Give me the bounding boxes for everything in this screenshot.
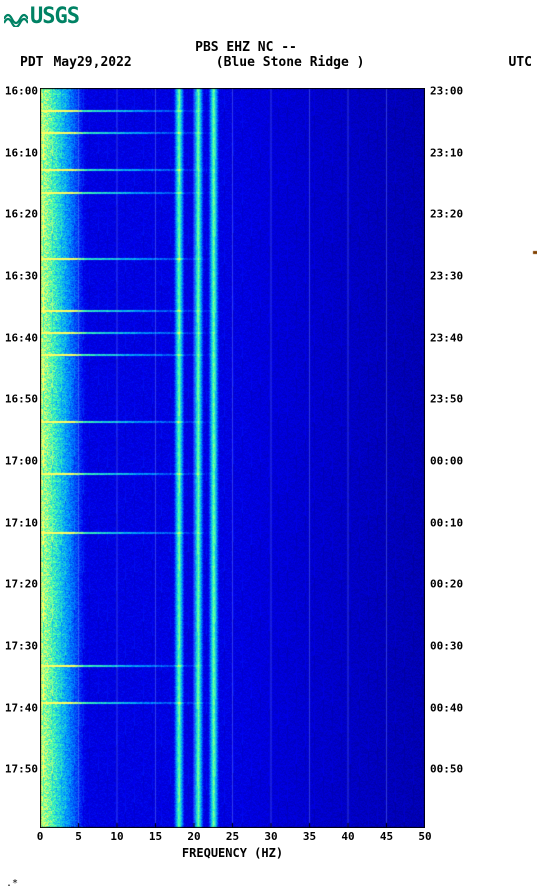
footer-mark: .* bbox=[6, 878, 18, 889]
right-time-axis: 23:00 23:10 23:20 23:30 23:40 23:50 00:00 00:10… bbox=[428, 88, 468, 828]
date-label: May29,2022 bbox=[53, 55, 131, 70]
left-tick: 17:00 bbox=[5, 455, 38, 468]
left-tick: 17:30 bbox=[5, 640, 38, 653]
left-tick: 17:50 bbox=[5, 763, 38, 776]
spectrogram-plot bbox=[40, 88, 425, 828]
right-tick: 23:00 bbox=[430, 85, 463, 98]
x-tick: 50 bbox=[418, 830, 431, 843]
x-tick: 0 bbox=[37, 830, 44, 843]
chart-title: PBS EHZ NC -- bbox=[0, 40, 552, 55]
left-tick: 17:40 bbox=[5, 701, 38, 714]
x-tick: 45 bbox=[380, 830, 393, 843]
left-tick: 16:00 bbox=[5, 85, 38, 98]
right-tick: 23:50 bbox=[430, 393, 463, 406]
frequency-axis-label: FREQUENCY (HZ) bbox=[40, 846, 425, 860]
right-tick: 00:50 bbox=[430, 763, 463, 776]
x-tick: 15 bbox=[149, 830, 162, 843]
x-tick: 5 bbox=[75, 830, 82, 843]
x-tick: 35 bbox=[303, 830, 316, 843]
x-tick: 20 bbox=[187, 830, 200, 843]
right-tick: 23:20 bbox=[430, 208, 463, 221]
colorbar bbox=[525, 88, 537, 828]
left-tick: 16:50 bbox=[5, 393, 38, 406]
x-tick: 25 bbox=[226, 830, 239, 843]
left-tick: 16:40 bbox=[5, 331, 38, 344]
right-tick: 00:00 bbox=[430, 455, 463, 468]
spectrogram-canvas bbox=[40, 88, 425, 828]
right-tick: 00:10 bbox=[430, 516, 463, 529]
usgs-wave-icon bbox=[4, 8, 28, 26]
left-tick: 17:10 bbox=[5, 516, 38, 529]
usgs-logo: USGS bbox=[4, 4, 79, 29]
right-tick: 00:30 bbox=[430, 640, 463, 653]
left-timezone-label: PDT bbox=[20, 55, 43, 70]
left-time-axis: 16:00 16:10 16:20 16:30 16:40 16:50 17:00 17:10… bbox=[0, 88, 40, 828]
right-tick: 00:20 bbox=[430, 578, 463, 591]
right-tick: 23:30 bbox=[430, 270, 463, 283]
frequency-axis: 05101520253035404550 bbox=[40, 830, 425, 846]
left-tick: 16:20 bbox=[5, 208, 38, 221]
right-timezone-label: UTC bbox=[509, 55, 532, 70]
chart-header: PBS EHZ NC -- PDT May29,2022 (Blue Stone… bbox=[0, 40, 552, 70]
x-tick: 10 bbox=[110, 830, 123, 843]
station-name: (Blue Stone Ridge ) bbox=[216, 55, 365, 70]
right-tick: 00:40 bbox=[430, 701, 463, 714]
left-tick: 16:30 bbox=[5, 270, 38, 283]
x-tick: 30 bbox=[264, 830, 277, 843]
colorbar-canvas bbox=[525, 88, 537, 828]
x-tick: 40 bbox=[341, 830, 354, 843]
left-tick: 17:20 bbox=[5, 578, 38, 591]
right-tick: 23:10 bbox=[430, 146, 463, 159]
right-tick: 23:40 bbox=[430, 331, 463, 344]
left-tick: 16:10 bbox=[5, 146, 38, 159]
logo-text: USGS bbox=[30, 4, 79, 29]
